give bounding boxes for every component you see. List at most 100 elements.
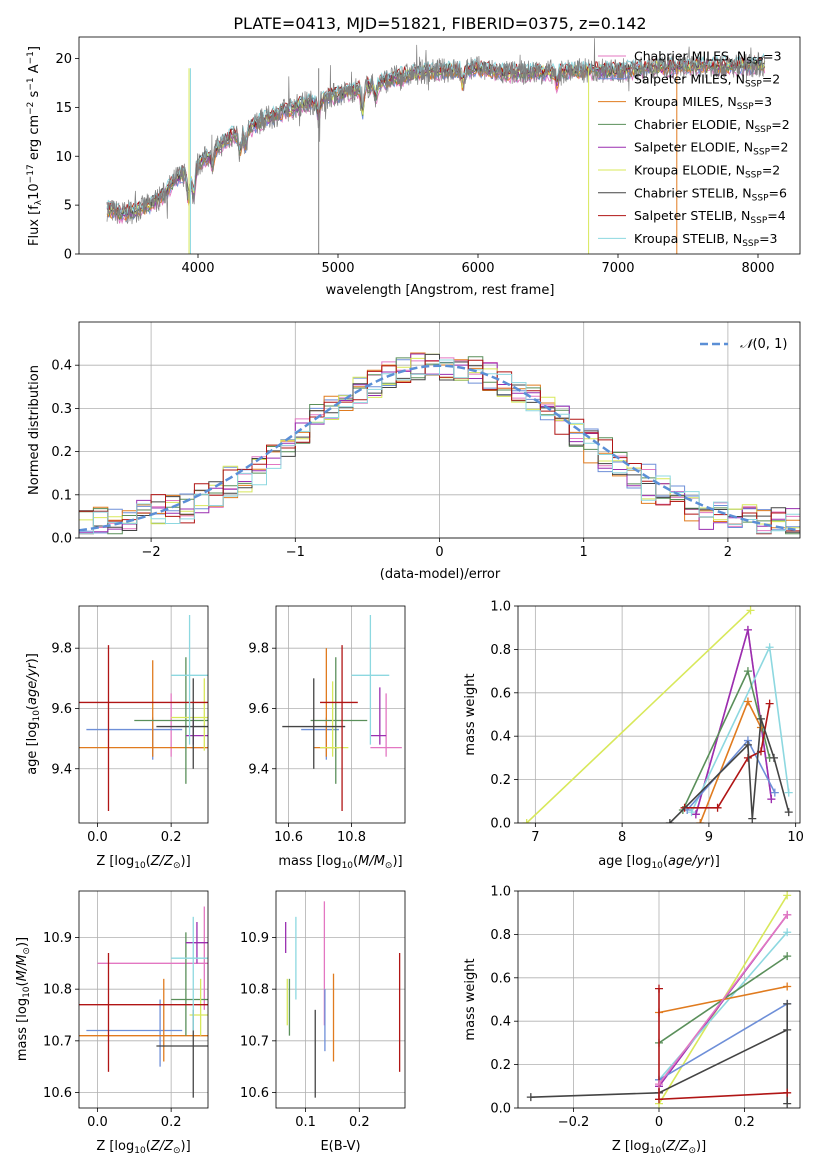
- mass_vs_ebv-axes: 0.1 0.2 10.6 10.7 10.8 10.9: [240, 890, 406, 1130]
- residuals-marks: [79, 352, 800, 535]
- mass_vs_ebv-marks: [285, 901, 401, 1098]
- weight-marker-kroupa_elodie: [783, 891, 792, 900]
- weight-marker-kroupa_elodie: [522, 819, 531, 823]
- axes-frame: [275, 890, 406, 1109]
- x-tick-label: 0.2: [161, 830, 182, 845]
- y-tick-label: 0.4: [51, 359, 72, 374]
- mass_vs_Z-axes: 0.0 0.2 10.6 10.7 10.8 10.9: [43, 890, 209, 1130]
- y-tick-label: 9.6: [248, 702, 269, 717]
- axes-frame: [517, 890, 801, 1109]
- x-tick-label: −1: [286, 545, 305, 560]
- x-tick-label: 10: [787, 830, 804, 845]
- weight-marker-kroupa_stelib: [765, 643, 774, 652]
- age_vs_mass-x-axis-label: mass [log10(M/M⊙)]: [278, 854, 402, 871]
- age_vs_Z-marks: [79, 615, 208, 811]
- y-tick-label: 10.8: [43, 983, 72, 998]
- y-tick-label: 9.4: [248, 762, 269, 777]
- y-tick-label: 0.8: [490, 928, 511, 943]
- spectrum-y-axis-label: Flux [fλ10−17 erg cm−2 s−1 A−1]: [26, 46, 44, 246]
- weight-marker-chabrier_elodie: [783, 952, 792, 961]
- y-tick-label: 0.1: [51, 488, 72, 503]
- residual-x-axis-label: (data-model)/error: [380, 567, 501, 582]
- weight-marker-chabrier_stelib: [769, 753, 778, 762]
- residuals-axes: −2 −1 0 1 2 0.0 0.1 0.2 0.3 0.4: [51, 321, 801, 560]
- axes-frame: [78, 36, 801, 255]
- x-tick-label: 5000: [321, 261, 354, 276]
- y-tick-label: 9.8: [51, 642, 72, 657]
- weight_vs_Z-marks: [526, 891, 792, 1108]
- y-tick-label: 0.6: [490, 686, 511, 701]
- y-tick-label: 0.4: [490, 730, 511, 745]
- weight_vs_age-axes: 7 8 9 10 0.0 0.2 0.4 0.6 0.8 1.0: [490, 600, 804, 846]
- x-tick-label: 9: [705, 830, 713, 845]
- x-tick-label: 6000: [461, 261, 494, 276]
- x-tick-label: 7: [531, 830, 539, 845]
- x-tick-label: 0.2: [349, 1115, 370, 1130]
- x-tick-label: 8: [618, 830, 626, 845]
- age_vs_mass-marks: [282, 615, 402, 811]
- legend-label-chabrier_elodie: Chabrier ELODIE, NSSP=2: [634, 117, 790, 135]
- legend-label-kroupa_miles: Kroupa MILES, NSSP=3: [634, 94, 772, 112]
- weight_vs_age-marks: [522, 606, 793, 823]
- spectrum-marks: [106, 38, 766, 254]
- y-tick-label: 1.0: [490, 600, 511, 615]
- legend-label-kroupa_elodie: Kroupa ELODIE, NSSP=2: [634, 163, 780, 181]
- age_vs_mass-axes: 10.6 10.8 9.4 9.6 9.8: [248, 605, 406, 845]
- x-tick-label: 2: [724, 545, 732, 560]
- weight-marker-salpeter_stelib: [783, 1088, 792, 1097]
- weight-marker-kroupa_miles: [696, 819, 705, 823]
- x-tick-label: 4000: [181, 261, 214, 276]
- observed-spectrum-line: [106, 38, 765, 225]
- weight-marker-salpeter_stelib: [713, 803, 722, 812]
- spectrum-axes: 4000 5000 6000 7000 8000 0 5 10 15 20: [55, 36, 801, 276]
- weight-line-salpeter_miles: [658, 1003, 788, 1081]
- x-tick-label: 10.6: [274, 830, 303, 845]
- axes-frame: [517, 605, 801, 824]
- y-tick-label: 10.6: [240, 1086, 269, 1101]
- y-tick-label: 0.0: [490, 1102, 511, 1117]
- weight_vs_age-x-axis-label: age [log10(age/yr)]: [598, 854, 720, 871]
- weight-marker-chabrier_elodie: [743, 667, 752, 676]
- y-tick-label: 10.7: [43, 1034, 72, 1049]
- mass_vs_ebv-x-axis-label: E(B-V): [320, 1139, 360, 1154]
- weight-marker-chabrier_stelib: [526, 1093, 535, 1102]
- weight-line-kroupa_elodie: [526, 609, 752, 823]
- weight-marker-chabrier_miles: [655, 1080, 663, 1089]
- weight-marker-chabrier_stelib: [665, 819, 674, 823]
- y-tick-label: 0.2: [51, 445, 72, 460]
- y-tick-label: 9.6: [51, 702, 72, 717]
- weight-marker-kroupa_elodie: [746, 606, 755, 615]
- x-tick-label: 10.8: [337, 830, 366, 845]
- age_vs_Z-x-axis-label: Z [log10(Z/Z⊙)]: [96, 854, 190, 871]
- y-tick-label: 0.2: [490, 1058, 511, 1073]
- weight-marker-kroupa_miles: [743, 697, 752, 706]
- x-tick-label: 8000: [741, 261, 774, 276]
- weight-marker-salpeter_elodie: [691, 810, 700, 819]
- axes-frame: [78, 605, 209, 824]
- y-tick-label: 20: [55, 52, 72, 67]
- residual-y-axis-label: Normed distribution: [27, 365, 42, 495]
- x-tick-label: 1: [580, 545, 588, 560]
- weight-marker-chabrier_stelib: [748, 814, 757, 823]
- y-tick-label: 10.8: [240, 983, 269, 998]
- y-tick-label: 10: [55, 150, 72, 165]
- weight_vs_Z-axes: −0.2 0 0.2 0.0 0.2 0.4 0.6 0.8 1.0: [490, 885, 801, 1130]
- x-tick-label: 0: [655, 1115, 663, 1130]
- y-tick-label: 0.0: [51, 532, 72, 547]
- axes-frame: [275, 605, 406, 824]
- y-tick-label: 0.0: [490, 817, 511, 832]
- weight-marker-kroupa_miles: [783, 982, 792, 991]
- x-tick-label: −0.2: [558, 1115, 590, 1130]
- weight-marker-kroupa_stelib: [784, 788, 793, 797]
- weight-marker-salpeter_stelib: [655, 984, 663, 993]
- weight_vs_Z-x-axis-label: Z [log10(Z/Z⊙)]: [612, 1139, 706, 1156]
- axes-frame: [78, 321, 801, 539]
- x-tick-label: 0.2: [734, 1115, 755, 1130]
- weight-marker-chabrier_stelib: [743, 740, 752, 749]
- weight-marker-chabrier_stelib: [783, 1099, 792, 1108]
- legend-label-salpeter_stelib: Salpeter STELIB, NSSP=4: [634, 208, 786, 226]
- y-tick-label: 10.7: [240, 1034, 269, 1049]
- y-tick-label: 1.0: [490, 885, 511, 900]
- weight-marker-chabrier_stelib: [783, 999, 792, 1008]
